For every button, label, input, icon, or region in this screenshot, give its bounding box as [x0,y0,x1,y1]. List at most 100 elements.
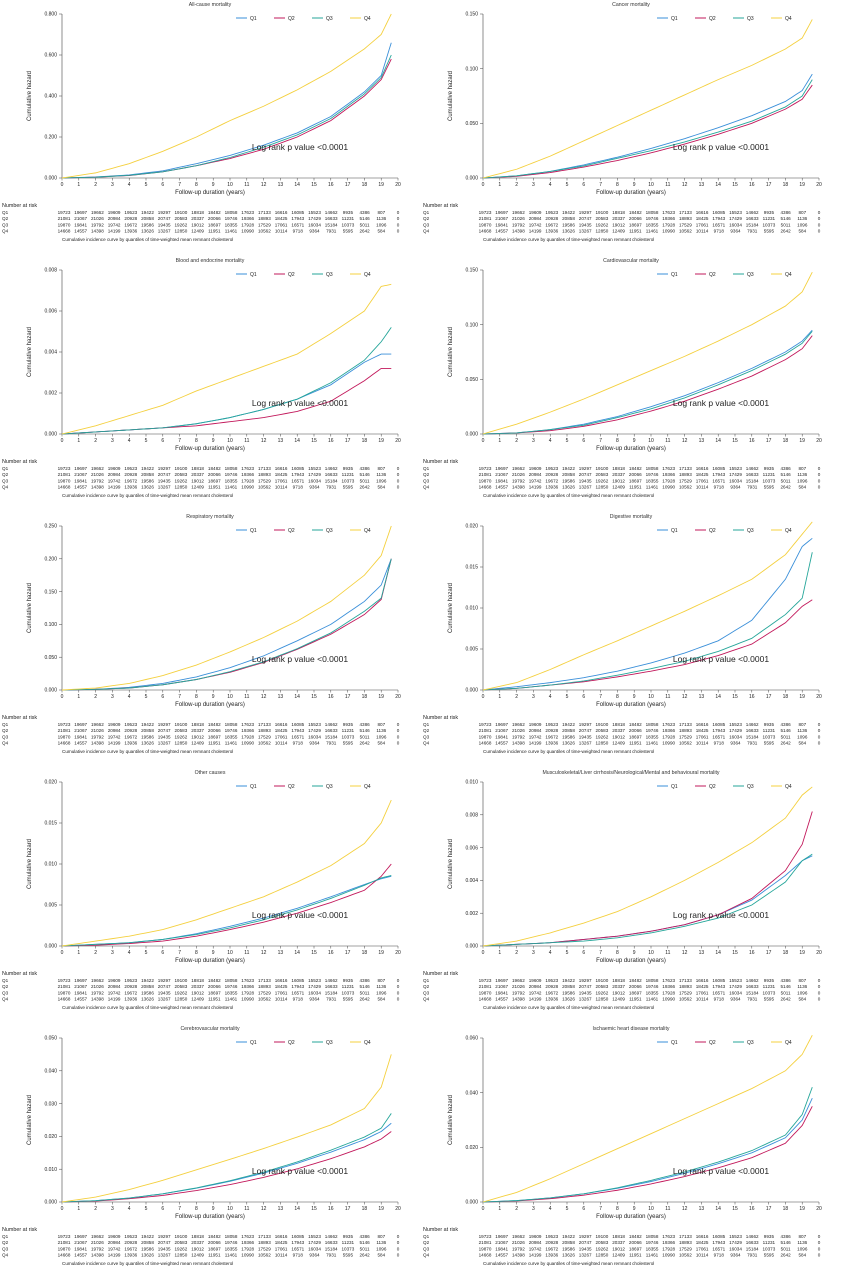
risk-value: 4386 [359,722,370,727]
risk-value: 9718 [714,485,725,490]
risk-value: 17429 [308,1240,321,1245]
risk-group-label: Q1 [2,1234,9,1239]
risk-value: 19841 [495,990,508,995]
chart-title: Other causes [195,770,226,776]
risk-value: 20337 [191,1240,204,1245]
risk-value: 19672 [124,990,137,995]
risk-value: 14199 [529,485,542,490]
risk-value: 19435 [158,222,171,227]
risk-value: 21067 [74,472,87,477]
risk-value: 19723 [58,978,71,983]
risk-value: 807 [377,978,385,983]
y-tick-label: 0.000 [44,176,57,182]
risk-value: 19609 [108,978,121,983]
risk-value: 10373 [342,478,355,483]
risk-group-label: Q2 [423,984,430,989]
risk-value: 7931 [747,741,758,746]
risk-value: 19841 [495,734,508,739]
risk-value: 5595 [764,997,775,1002]
risk-group-label: Q1 [423,978,430,983]
risk-value: 21081 [58,216,71,221]
risk-value: 19609 [529,466,542,471]
x-tick-label: 5 [566,438,569,444]
risk-group-label: Q1 [423,466,430,471]
risk-value: 18697 [629,222,642,227]
risk-value: 17943 [291,984,304,989]
risk-value: 19262 [175,478,188,483]
series-line-q2 [61,558,392,691]
risk-value: 5011 [781,222,791,227]
risk-value: 14398 [91,485,104,490]
risk-value: 13267 [579,741,592,746]
risk-value: 0 [397,216,400,221]
risk-value: 0 [818,1246,821,1251]
risk-value: 0 [397,722,400,727]
risk-value: 13626 [141,485,154,490]
x-tick-label: 20 [395,1206,401,1212]
risk-value: 15184 [746,478,759,483]
chart-panel: Respiratory mortality Q1 Q2 Q3 Q4 0.000 0.050 0… [0,512,421,768]
risk-value: 15523 [308,722,321,727]
series-line-q3 [61,1113,392,1203]
x-tick-label: 5 [145,694,148,700]
risk-value: 19422 [141,1234,154,1239]
risk-value: 19100 [596,978,609,983]
risk-value: 11951 [208,229,221,234]
risk-value: 17943 [291,216,304,221]
x-tick-label: 14 [715,438,721,444]
risk-value: 19742 [529,1246,542,1251]
risk-value: 10114 [275,485,288,490]
risk-value: 17529 [258,990,271,995]
risk-group-label: Q3 [423,478,430,483]
x-tick-label: 18 [783,182,789,188]
risk-value: 10373 [342,990,355,995]
x-tick-label: 12 [682,438,688,444]
risk-value: 15184 [325,1246,338,1251]
risk-value: 19742 [529,478,542,483]
risk-value: 19523 [124,210,137,215]
risk-group-label: Q3 [2,222,9,227]
risk-value: 17928 [662,1246,675,1251]
risk-value: 20747 [579,472,592,477]
risk-value: 16616 [275,978,288,983]
risk-value: 15184 [325,478,338,483]
x-tick-label: 20 [816,182,822,188]
legend-label: Q4 [785,1040,792,1046]
risk-value: 16085 [291,978,304,983]
x-tick-label: 4 [128,950,131,956]
risk-value: 17943 [712,472,725,477]
series-line-q1 [482,855,813,947]
risk-value: 11231 [763,216,776,221]
risk-value: 19262 [175,734,188,739]
risk-value: 19609 [529,978,542,983]
risk-value: 18425 [275,1240,288,1245]
x-tick-label: 13 [278,438,284,444]
risk-value: 5146 [359,1240,370,1245]
caption: Cumulative incidence curve by quantiles … [62,749,233,754]
series-line-q2 [61,1131,392,1203]
risk-value: 18355 [225,222,238,227]
number-at-risk-label: Number at risk [2,203,37,209]
risk-value: 10562 [258,229,271,234]
risk-value: 21026 [91,728,104,733]
x-tick-label: 6 [582,950,585,956]
risk-value: 14398 [512,485,525,490]
x-tick-label: 4 [549,438,552,444]
risk-value: 18697 [208,222,221,227]
x-tick-label: 1 [77,1206,80,1212]
risk-value: 18355 [646,1246,659,1251]
risk-value: 17061 [696,1246,709,1251]
y-axis-label: Cumulative hazard [27,1095,33,1145]
x-tick-label: 14 [294,694,300,700]
x-tick-label: 10 [227,438,233,444]
risk-value: 17928 [241,734,254,739]
x-tick-label: 13 [699,694,705,700]
risk-value: 17529 [679,990,692,995]
x-tick-label: 11 [665,438,670,444]
risk-value: 11951 [208,741,221,746]
risk-value: 16616 [696,978,709,983]
risk-value: 20066 [629,1240,642,1245]
risk-value: 0 [818,990,821,995]
